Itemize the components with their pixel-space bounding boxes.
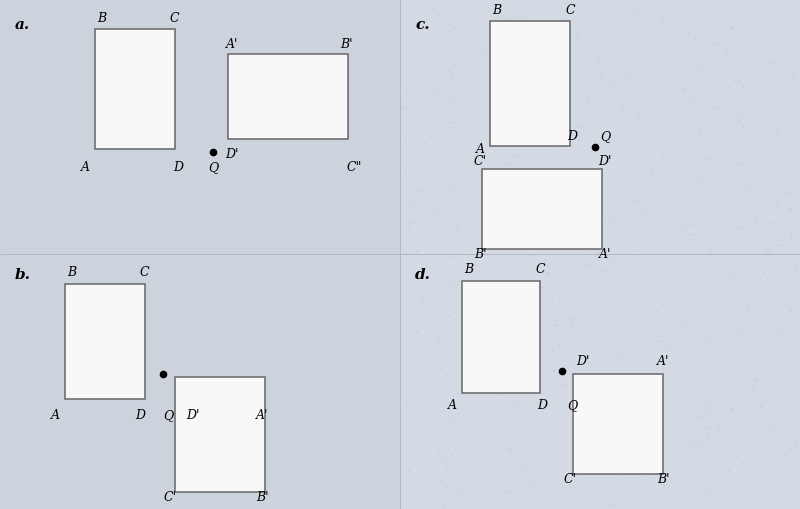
Text: B: B (493, 4, 502, 16)
Text: A: A (475, 143, 485, 156)
Text: D': D' (576, 355, 590, 368)
Text: Q: Q (163, 409, 173, 421)
Text: A: A (50, 409, 59, 421)
Text: C": C" (346, 161, 362, 174)
Bar (490, 22, 570, 147)
Text: D: D (567, 130, 577, 143)
Text: C': C' (163, 491, 177, 503)
Text: B': B' (474, 248, 486, 261)
Text: D': D' (598, 155, 612, 168)
Bar (65, 285, 145, 399)
Text: C': C' (563, 472, 577, 486)
Text: A: A (81, 161, 90, 174)
Text: A': A' (256, 409, 268, 421)
Bar (462, 281, 540, 393)
Text: B: B (67, 266, 77, 279)
Bar (95, 30, 175, 150)
Text: Q: Q (600, 130, 610, 143)
Text: C: C (139, 266, 149, 279)
Text: B: B (465, 263, 474, 276)
Text: C: C (565, 4, 575, 16)
Text: D: D (135, 409, 145, 421)
Text: B': B' (657, 472, 670, 486)
Text: C: C (169, 12, 179, 24)
Text: c.: c. (415, 18, 430, 32)
Text: A': A' (226, 38, 238, 50)
Text: C: C (535, 263, 545, 276)
Text: B': B' (340, 38, 352, 50)
Text: a.: a. (15, 18, 30, 32)
Text: Q: Q (208, 161, 218, 174)
Text: B': B' (256, 491, 268, 503)
Text: D: D (173, 161, 183, 174)
Text: A': A' (657, 355, 669, 368)
Bar (482, 169, 602, 249)
Text: d.: d. (415, 267, 431, 281)
Text: A: A (447, 399, 457, 412)
Bar (573, 374, 663, 474)
Text: A': A' (599, 248, 611, 261)
Bar (175, 377, 265, 492)
Text: D': D' (186, 409, 200, 421)
Text: C': C' (474, 155, 486, 168)
Text: D: D (537, 399, 547, 412)
Bar (228, 55, 348, 140)
Bar (400, 0, 800, 509)
Text: Q: Q (567, 399, 577, 412)
Text: D': D' (226, 148, 238, 161)
Text: B: B (98, 12, 106, 24)
Text: b.: b. (15, 267, 31, 281)
